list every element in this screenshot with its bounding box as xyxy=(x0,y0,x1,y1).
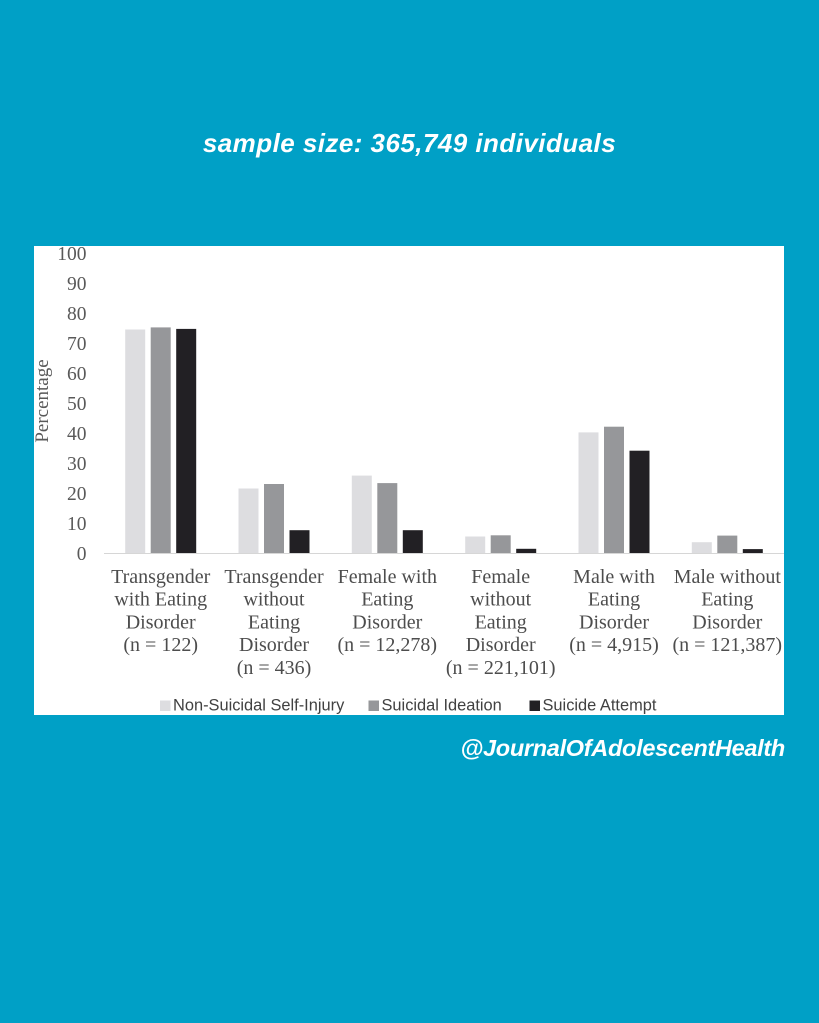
svg-text:(n = 4,915): (n = 4,915) xyxy=(569,634,659,656)
svg-text:Disorder: Disorder xyxy=(239,634,309,656)
svg-text:Female with: Female with xyxy=(338,566,437,588)
svg-text:Male with: Male with xyxy=(573,566,655,588)
svg-text:60: 60 xyxy=(67,364,87,385)
svg-text:Disorder: Disorder xyxy=(352,611,422,633)
svg-text:10: 10 xyxy=(67,514,87,535)
svg-text:Eating: Eating xyxy=(588,589,640,611)
svg-text:with Eating: with Eating xyxy=(114,589,207,611)
svg-text:Disorder: Disorder xyxy=(126,611,196,633)
svg-text:30: 30 xyxy=(67,454,87,475)
svg-text:Female: Female xyxy=(471,566,530,588)
svg-text:(n = 12,278): (n = 12,278) xyxy=(337,634,437,656)
svg-text:40: 40 xyxy=(67,424,87,445)
svg-text:Disorder: Disorder xyxy=(579,611,649,633)
svg-text:Eating: Eating xyxy=(475,611,527,633)
svg-text:Disorder: Disorder xyxy=(466,634,536,656)
svg-text:(n = 121,387): (n = 121,387) xyxy=(672,634,782,656)
svg-text:Percentage: Percentage xyxy=(34,359,53,442)
svg-text:Suicide Attempt: Suicide Attempt xyxy=(543,697,657,715)
svg-text:Eating: Eating xyxy=(248,611,300,633)
svg-text:100: 100 xyxy=(57,246,86,265)
svg-text:Suicidal Ideation: Suicidal Ideation xyxy=(382,697,502,715)
svg-text:0: 0 xyxy=(77,544,87,565)
svg-text:Transgender: Transgender xyxy=(224,566,324,588)
svg-text:without: without xyxy=(470,589,532,611)
svg-text:50: 50 xyxy=(67,394,87,415)
svg-text:Transgender: Transgender xyxy=(111,566,211,588)
svg-text:Eating: Eating xyxy=(701,589,753,611)
svg-text:without: without xyxy=(243,589,305,611)
svg-text:90: 90 xyxy=(67,274,87,295)
svg-text:Male without: Male without xyxy=(674,566,782,588)
svg-text:70: 70 xyxy=(67,334,87,355)
svg-text:(n = 221,101): (n = 221,101) xyxy=(446,657,556,679)
svg-text:20: 20 xyxy=(67,484,87,505)
svg-text:Non-Suicidal Self-Injury: Non-Suicidal Self-Injury xyxy=(173,697,345,715)
svg-text:(n = 436): (n = 436) xyxy=(237,657,312,679)
svg-text:80: 80 xyxy=(67,304,87,325)
svg-text:Eating: Eating xyxy=(361,589,413,611)
svg-text:(n = 122): (n = 122) xyxy=(123,634,198,656)
svg-text:Disorder: Disorder xyxy=(692,611,762,633)
